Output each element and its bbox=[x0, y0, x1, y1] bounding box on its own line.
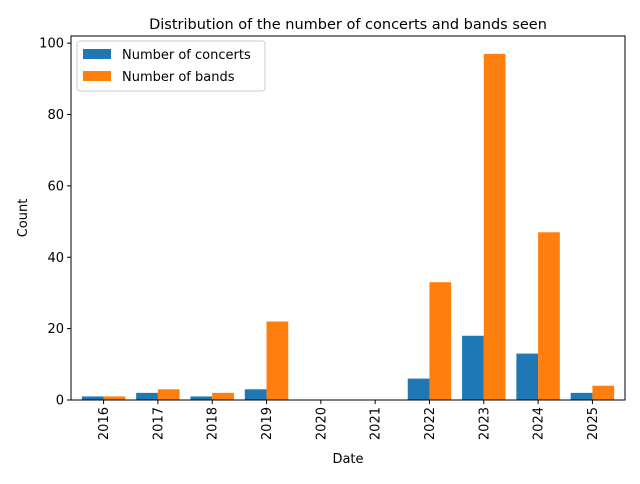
bar-concerts-2018 bbox=[190, 396, 213, 400]
y-axis-label: Count bbox=[16, 199, 31, 238]
x-tick-label: 2022 bbox=[423, 407, 438, 440]
bar-concerts-2023 bbox=[462, 335, 484, 400]
x-tick-label: 2018 bbox=[206, 407, 221, 440]
y-tick-label: 0 bbox=[56, 394, 64, 409]
x-tick-label: 2025 bbox=[586, 407, 601, 440]
bar-bands-2023 bbox=[483, 53, 506, 400]
x-tick-label: 2021 bbox=[369, 407, 384, 440]
bar-bands-2022 bbox=[429, 282, 452, 400]
legend-swatch-concerts bbox=[83, 49, 111, 59]
x-tick-label: 2017 bbox=[151, 407, 166, 440]
bar-bands-2019 bbox=[266, 321, 289, 400]
bar-concerts-2025 bbox=[570, 392, 593, 400]
legend-label-concerts: Number of concerts bbox=[122, 48, 251, 63]
bar-concerts-2016 bbox=[81, 396, 104, 400]
x-tick-label: 2020 bbox=[314, 407, 329, 440]
plot-frame bbox=[70, 35, 626, 401]
y-tick-label: 80 bbox=[47, 108, 64, 123]
legend-box bbox=[76, 40, 266, 92]
x-tick-label: 2019 bbox=[260, 407, 275, 440]
y-tick-label: 60 bbox=[47, 179, 64, 194]
bar-concerts-2022 bbox=[407, 378, 430, 400]
y-tick-label: 100 bbox=[39, 37, 64, 52]
legend-label-bands: Number of bands bbox=[122, 70, 235, 85]
x-axis: 2016 2017 2018 2019 2020 2021 2022 2023 2024 2025 bbox=[97, 400, 601, 440]
legend: Number of concerts Number of bands bbox=[76, 40, 266, 92]
bar-concerts-2019 bbox=[244, 389, 267, 400]
x-axis-label: Date bbox=[332, 452, 363, 467]
bar-bands-2018 bbox=[212, 392, 234, 400]
chart-title: Distribution of the number of concerts a… bbox=[149, 17, 547, 33]
bar-concerts-2017 bbox=[136, 392, 158, 400]
y-axis: 0 20 40 60 80 100 bbox=[39, 37, 71, 409]
y-tick-label: 20 bbox=[47, 322, 64, 337]
bar-bands-2025 bbox=[592, 385, 615, 400]
legend-swatch-bands bbox=[83, 71, 111, 81]
bars-group bbox=[81, 53, 615, 400]
x-tick-label: 2024 bbox=[532, 407, 547, 440]
x-tick-label: 2023 bbox=[477, 407, 492, 440]
bar-bands-2024 bbox=[538, 232, 560, 400]
x-tick-label: 2016 bbox=[97, 407, 112, 440]
bar-bands-2016 bbox=[103, 396, 126, 400]
bar-bands-2017 bbox=[157, 389, 180, 400]
y-tick-label: 40 bbox=[47, 251, 64, 266]
bar-concerts-2024 bbox=[516, 353, 539, 400]
